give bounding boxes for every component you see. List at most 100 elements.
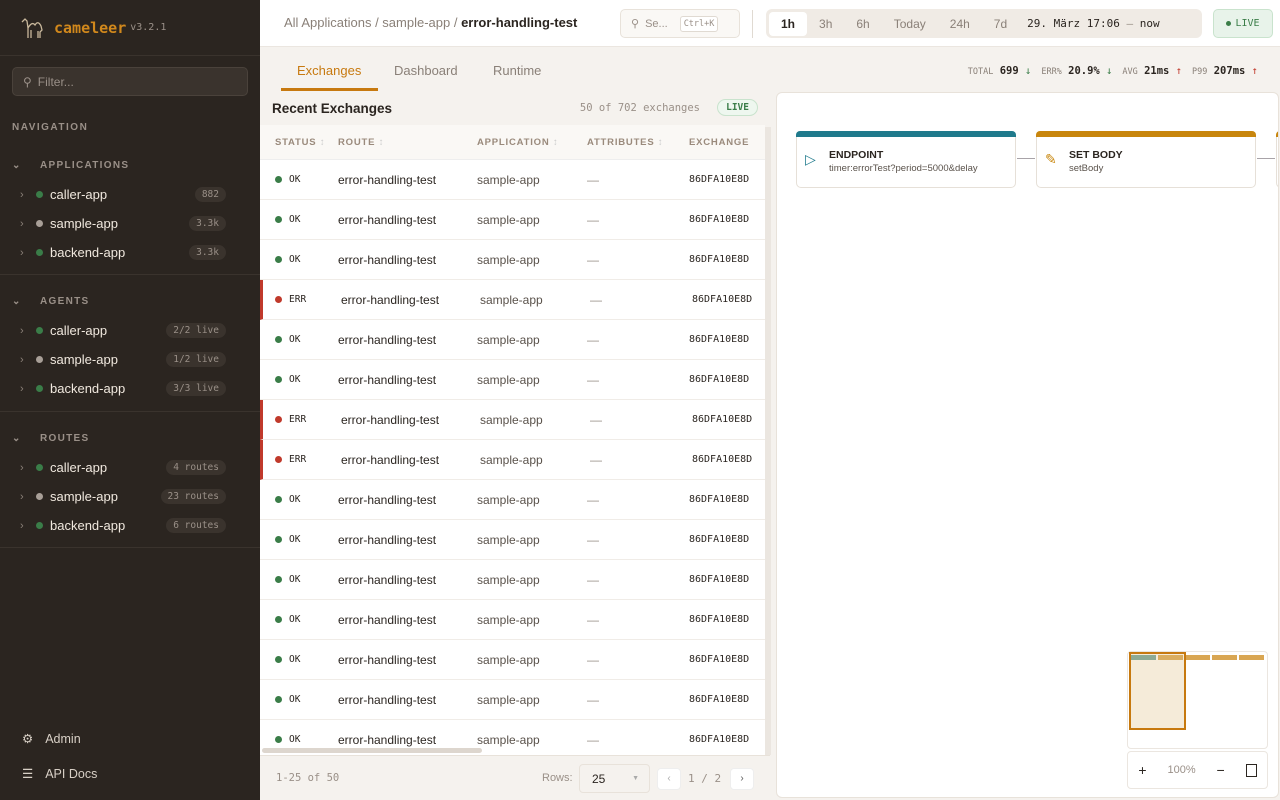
status-cell: ERR [263,454,341,465]
section-header[interactable]: ⌄ AGENTS [0,286,260,316]
sort-icon[interactable]: ↕ [552,136,559,148]
sort-icon[interactable]: ↕ [657,136,664,148]
exchange-count: 50 of 702 exchanges [579,102,700,114]
table-row[interactable]: OK error-handling-test sample-app — 86DFA10E… [260,640,765,680]
rows-select[interactable]: 25 ▼ [579,764,650,793]
column-header-application[interactable]: APPLICATION ↕ [477,137,587,148]
node-partial[interactable] [1276,131,1278,188]
route-cell: error-handling-test [338,692,437,707]
horizontal-scrollbar[interactable] [262,748,482,753]
table-row[interactable]: OK error-handling-test sample-app — 86DFA10E… [260,200,765,240]
prev-page-button[interactable]: ‹ [657,768,681,790]
column-label: ROUTE [338,136,376,148]
minimap-node [1212,655,1237,660]
node-endpoint[interactable]: ▷ ENDPOINT timer:errorTest?period=5000&d… [796,131,1016,188]
page-range: 1-25 of 50 [276,772,340,784]
sidebar-item[interactable]: › backend-app 3/3 live [0,374,260,403]
zoom-out-button[interactable]: − [1216,762,1225,778]
attributes-cell: — [587,572,599,587]
minimap-viewport[interactable] [1129,652,1186,730]
sidebar-filter[interactable]: ⚲ [12,67,248,96]
sidebar-item[interactable]: › sample-app 3.3k [0,209,260,238]
route-cell: error-handling-test [338,372,437,387]
table-row[interactable]: OK error-handling-test sample-app — 86DFA10E… [260,560,765,600]
minimap-node [1158,655,1183,660]
status-dot [36,522,43,529]
tab-exchanges[interactable]: Exchanges [297,63,362,78]
section-title: AGENTS [40,295,90,307]
status-dot [275,496,282,503]
breadcrumb-app[interactable]: sample-app [382,15,451,30]
minimap[interactable] [1127,651,1268,749]
sidebar-item-admin[interactable]: ⚙ Admin [22,731,81,747]
attributes-cell: — [587,172,599,187]
next-page-button[interactable]: › [730,768,754,790]
time-range-selector: 1h 3h 6h Today 24h 7d 29. März 17:06 — n… [766,9,1202,38]
time-24h[interactable]: 24h [949,16,970,31]
section-header[interactable]: ⌄ ROUTES [0,423,260,453]
app-name: cameleer [54,18,127,37]
item-label: backend-app [50,245,126,260]
status-cell: OK [260,534,338,545]
panel-title: Recent Exchanges [272,101,393,116]
table-row[interactable]: OK error-handling-test sample-app — 86DFA10E… [260,320,765,360]
section-header[interactable]: ⌄ APPLICATIONS [0,150,260,180]
status-text: OK [289,214,301,225]
kpi-value: 207ms [1213,65,1246,77]
table-row[interactable]: OK error-handling-test sample-app — 86DFA10E… [260,520,765,560]
filter-input[interactable] [37,74,228,89]
time-range-display[interactable]: 29. März 17:06 — now [1027,17,1160,30]
application-cell: sample-app [477,692,540,707]
attributes-cell: — [587,252,599,267]
time-7d[interactable]: 7d [993,16,1008,31]
vertical-scrollbar[interactable] [765,127,771,755]
kpi-avg: AVG 21ms ↑ [1122,65,1182,77]
column-header-route[interactable]: ROUTE ↕ [338,137,477,148]
fit-view-button[interactable] [1245,763,1257,777]
breadcrumb-all-applications[interactable]: All Applications [284,15,372,30]
status-text: ERR [289,454,307,465]
search-button[interactable]: ⚲ Se... Ctrl+K [620,9,740,38]
item-badge: 4 routes [166,460,226,475]
table-row[interactable]: OK error-handling-test sample-app — 86DFA10E… [260,240,765,280]
table-row[interactable]: ERR error-handling-test sample-app — 86DFA10… [260,280,765,320]
status-cell: OK [260,254,338,265]
time-1h[interactable]: 1h [769,11,808,36]
time-today[interactable]: Today [893,16,926,31]
sidebar-item[interactable]: › sample-app 23 routes [0,482,260,511]
item-badge: 6 routes [166,518,226,533]
table-row[interactable]: ERR error-handling-test sample-app — 86DFA10… [260,440,765,480]
table-row[interactable]: ERR error-handling-test sample-app — 86DFA10… [260,400,765,440]
time-3h[interactable]: 3h [819,16,833,31]
table-row[interactable]: OK error-handling-test sample-app — 86DFA10E… [260,600,765,640]
time-6h[interactable]: 6h [856,16,870,31]
sidebar-item[interactable]: › caller-app 882 [0,180,260,209]
node-set-body[interactable]: ✎ SET BODY setBody [1036,131,1256,188]
chevron-down-icon: ⌄ [12,295,22,307]
sidebar-item[interactable]: › backend-app 6 routes [0,511,260,540]
column-header-attributes[interactable]: ATTRIBUTES ↕ [587,137,689,148]
table-row[interactable]: OK error-handling-test sample-app — 86DFA10E… [260,160,765,200]
zoom-in-button[interactable]: + [1138,762,1147,778]
column-header-status[interactable]: STATUS ↕ [260,137,338,148]
sidebar-item[interactable]: › backend-app 3.3k [0,238,260,267]
sort-icon[interactable]: ↕ [378,136,385,148]
tab-runtime[interactable]: Runtime [493,63,542,78]
table-row[interactable]: OK error-handling-test sample-app — 86DFA10E… [260,360,765,400]
sidebar-item-api-docs[interactable]: ☰ API Docs [22,766,97,782]
attributes-cell: — [590,452,602,467]
tab-dashboard[interactable]: Dashboard [394,63,458,78]
attributes-cell: — [590,292,602,307]
sidebar-item[interactable]: › sample-app 1/2 live [0,345,260,374]
status-dot [36,191,43,198]
sidebar-item[interactable]: › caller-app 2/2 live [0,316,260,345]
status-text: OK [289,254,301,265]
live-toggle[interactable]: LIVE [1213,9,1273,38]
sort-icon[interactable]: ↕ [319,136,326,148]
sidebar-item[interactable]: › caller-app 4 routes [0,453,260,482]
status-text: OK [289,574,301,585]
zoom-controls: + 100% − [1127,751,1268,789]
table-row[interactable]: OK error-handling-test sample-app — 86DFA10E… [260,680,765,720]
column-header-exchange[interactable]: EXCHANGE [689,137,765,148]
table-row[interactable]: OK error-handling-test sample-app — 86DFA10E… [260,480,765,520]
